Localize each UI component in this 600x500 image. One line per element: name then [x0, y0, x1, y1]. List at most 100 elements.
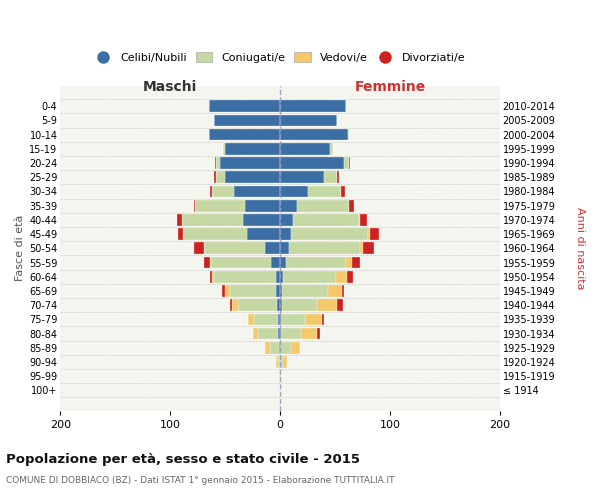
Bar [317, 328, 320, 340]
Legend: Celibi/Nubili, Coniugati/e, Vedovi/e, Divorziati/e: Celibi/Nubili, Coniugati/e, Vedovi/e, Di… [95, 52, 466, 63]
Bar [341, 186, 345, 198]
Bar [289, 242, 361, 254]
Bar [276, 356, 278, 368]
Text: Maschi: Maschi [143, 80, 197, 94]
Bar [361, 214, 367, 226]
Bar [280, 143, 329, 154]
Bar [280, 129, 348, 140]
Bar [220, 158, 280, 169]
Bar [293, 214, 359, 226]
Bar [276, 271, 280, 282]
Text: COMUNE DI DOBBIACO (BZ) - Dati ISTAT 1° gennaio 2015 - Elaborazione TUTTITALIA.I: COMUNE DI DOBBIACO (BZ) - Dati ISTAT 1° … [6, 476, 395, 485]
Bar [214, 172, 217, 183]
Bar [225, 285, 230, 296]
Bar [280, 186, 308, 198]
Bar [210, 271, 212, 282]
Bar [178, 228, 184, 240]
Bar [281, 328, 301, 340]
Bar [247, 228, 280, 240]
Bar [305, 314, 322, 325]
Bar [184, 228, 247, 240]
Bar [352, 256, 361, 268]
Bar [265, 242, 280, 254]
Bar [280, 328, 281, 340]
Bar [204, 242, 265, 254]
Bar [234, 186, 280, 198]
Y-axis label: Anni di nascita: Anni di nascita [575, 207, 585, 290]
Bar [280, 172, 324, 183]
Text: Popolazione per età, sesso e stato civile - 2015: Popolazione per età, sesso e stato civil… [6, 452, 360, 466]
Bar [223, 143, 225, 154]
Bar [211, 256, 271, 268]
Bar [214, 114, 280, 126]
Text: Femmine: Femmine [355, 80, 425, 94]
Bar [265, 342, 270, 353]
Bar [280, 271, 283, 282]
Bar [308, 186, 341, 198]
Bar [283, 356, 287, 368]
Bar [301, 328, 317, 340]
Bar [222, 285, 225, 296]
Bar [278, 314, 280, 325]
Bar [329, 143, 333, 154]
Bar [280, 314, 281, 325]
Bar [182, 214, 243, 226]
Bar [270, 342, 279, 353]
Bar [194, 200, 196, 211]
Bar [210, 186, 212, 198]
Bar [232, 300, 238, 311]
Bar [280, 114, 337, 126]
Bar [279, 370, 280, 382]
Bar [280, 342, 291, 353]
Bar [291, 228, 368, 240]
Bar [322, 314, 324, 325]
Bar [254, 314, 278, 325]
Bar [279, 342, 280, 353]
Bar [277, 300, 280, 311]
Bar [243, 214, 280, 226]
Bar [258, 328, 278, 340]
Bar [346, 256, 352, 268]
Bar [349, 200, 354, 211]
Bar [283, 300, 317, 311]
Bar [214, 271, 276, 282]
Bar [215, 158, 217, 169]
Bar [276, 285, 280, 296]
Bar [317, 300, 337, 311]
Bar [245, 200, 280, 211]
Bar [280, 242, 289, 254]
Bar [217, 158, 220, 169]
Bar [361, 242, 362, 254]
Bar [280, 228, 291, 240]
Bar [177, 214, 182, 226]
Bar [337, 172, 340, 183]
Bar [196, 200, 245, 211]
Bar [362, 242, 374, 254]
Bar [370, 228, 379, 240]
Bar [348, 129, 349, 140]
Bar [347, 271, 353, 282]
Bar [368, 228, 370, 240]
Bar [349, 158, 350, 169]
Bar [230, 285, 276, 296]
Bar [248, 314, 254, 325]
Bar [280, 300, 283, 311]
Bar [324, 172, 337, 183]
Bar [286, 256, 346, 268]
Bar [336, 271, 347, 282]
Bar [271, 256, 280, 268]
Bar [344, 158, 349, 169]
Bar [238, 300, 277, 311]
Bar [280, 100, 346, 112]
Bar [280, 285, 283, 296]
Bar [283, 285, 328, 296]
Bar [278, 328, 280, 340]
Bar [291, 342, 300, 353]
Bar [209, 129, 280, 140]
Bar [281, 314, 305, 325]
Bar [217, 172, 225, 183]
Bar [204, 256, 210, 268]
Bar [253, 328, 258, 340]
Bar [194, 242, 204, 254]
Bar [296, 200, 349, 211]
